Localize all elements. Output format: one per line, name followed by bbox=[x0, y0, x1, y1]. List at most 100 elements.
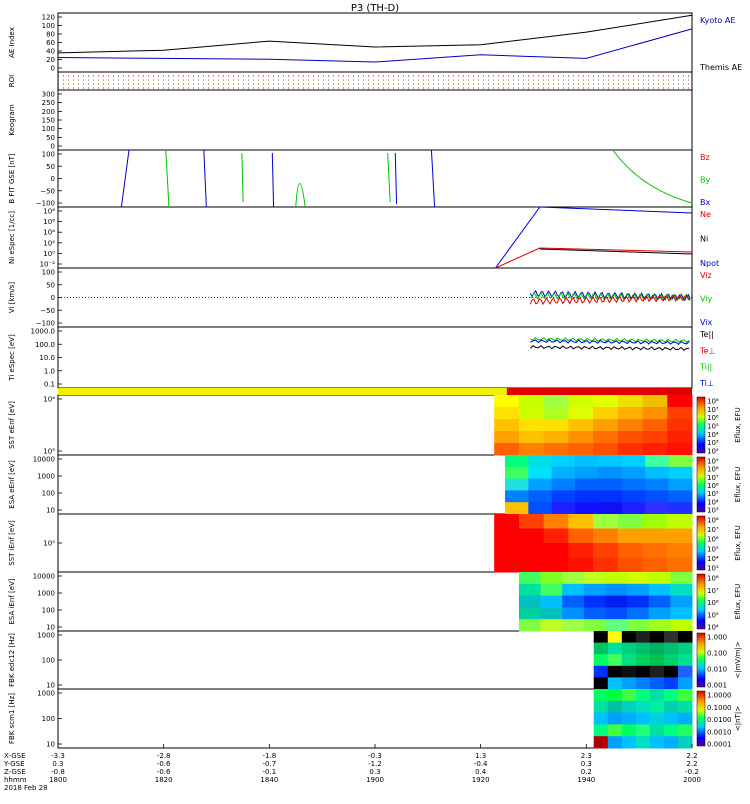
esa-i-cell bbox=[670, 619, 693, 632]
esa-i-cell bbox=[540, 607, 563, 620]
sst-e-cell bbox=[518, 431, 545, 444]
sst-e-cell bbox=[494, 431, 520, 444]
ytick-fbk2: 100 bbox=[42, 715, 55, 723]
sst-e-cell bbox=[667, 407, 693, 420]
colorbar-tick-sst_i: 10⁶ bbox=[707, 536, 719, 544]
ytick-ti: 1000.0 bbox=[31, 328, 56, 336]
fbk-scm-cell bbox=[607, 712, 623, 725]
esa-i-cell bbox=[562, 595, 585, 608]
sst-i-cell bbox=[494, 543, 520, 558]
esa-e-cell bbox=[575, 490, 599, 503]
esa-i-cell bbox=[583, 583, 606, 597]
fbk-edc-cell bbox=[621, 642, 637, 655]
colorbar-tick-sst_e: 10⁶ bbox=[707, 414, 719, 422]
ytick-bfit: −100 bbox=[36, 200, 55, 208]
sst-e-cell bbox=[543, 407, 569, 420]
esa-e-cell bbox=[598, 478, 623, 491]
ytick-esa_i: 1000 bbox=[37, 590, 55, 598]
sst-i-cell bbox=[667, 557, 693, 573]
ae-series-1 bbox=[57, 14, 693, 54]
esa-i-cell bbox=[562, 619, 585, 632]
ylabel-roi: ROI bbox=[8, 75, 16, 87]
fbk-edc-cell bbox=[621, 631, 637, 644]
colorbar-tick-fbk1: 1.000 bbox=[707, 634, 727, 642]
ytick-vi: −100 bbox=[36, 320, 55, 328]
esa-e-cell bbox=[668, 455, 693, 468]
sst-i-cell bbox=[543, 514, 569, 529]
xtick-label-z: -0.8 bbox=[51, 768, 65, 776]
fbk-scm-cell bbox=[649, 689, 665, 702]
esa-i-cell bbox=[518, 607, 542, 620]
xtick-label-x: -3.3 bbox=[51, 752, 65, 760]
esa-e-cell bbox=[504, 466, 529, 480]
xtick-label-z: -0.1 bbox=[262, 768, 276, 776]
sst-e-cell bbox=[642, 443, 668, 456]
esa-i-cell bbox=[605, 619, 628, 632]
fbk-scm-cell bbox=[593, 724, 609, 737]
ytick-ni: 10² bbox=[43, 239, 55, 247]
xtick-label-y: -1.2 bbox=[368, 760, 382, 768]
esa-i-cell bbox=[648, 583, 671, 597]
esa-e-cell bbox=[504, 502, 529, 515]
esa-e-cell bbox=[528, 478, 553, 491]
colorbar-tick-sst_i: 10⁵ bbox=[707, 545, 719, 553]
ytick-ti: 1.0 bbox=[44, 367, 55, 375]
colorbar-sst_i bbox=[696, 515, 706, 571]
fbk-edc-cell bbox=[677, 665, 693, 678]
colorbar-tick-fbk2: 0.0001 bbox=[707, 741, 732, 749]
xtick-label-t: 1920 bbox=[472, 776, 490, 784]
ytick-fbk1: 1000 bbox=[37, 632, 55, 640]
colorbar-tick-sst_i: 10⁸ bbox=[707, 517, 719, 525]
colorbar-tick-esa_i: 10⁴ bbox=[707, 624, 719, 632]
panel-frame-ni bbox=[57, 206, 693, 269]
esa-i-cell bbox=[518, 572, 542, 585]
xaxis-row-label: X-GSE bbox=[4, 752, 26, 760]
sst-e-cell bbox=[543, 419, 569, 432]
panel-frame-bfit bbox=[57, 149, 693, 208]
sst-i-cell bbox=[568, 514, 594, 529]
panel-frame-keogram bbox=[57, 89, 693, 151]
legend-ti-0: Te|| bbox=[699, 330, 714, 339]
colorbar-tick-fbk1: 0.100 bbox=[707, 650, 727, 658]
esa-e-cell bbox=[528, 466, 553, 480]
colorbar-tick-fbk1: 0.010 bbox=[707, 666, 727, 674]
sst-i-cell bbox=[667, 543, 693, 558]
colorbar-esa_i bbox=[696, 573, 706, 630]
fbk-scm-cell bbox=[663, 712, 679, 725]
legend-ni-0: Ne bbox=[700, 210, 711, 219]
plot-title: P3 (TH-D) bbox=[351, 3, 399, 14]
sst-e-cell bbox=[642, 407, 668, 420]
ytick-vi: 100 bbox=[42, 269, 55, 277]
sst-e-cell bbox=[518, 443, 545, 456]
xtick-label-y: 0.3 bbox=[581, 760, 592, 768]
sst-e-cell bbox=[667, 443, 693, 456]
fbk-edc-cell bbox=[663, 677, 679, 690]
esa-i-cell bbox=[627, 619, 650, 632]
sst-e-cell bbox=[494, 443, 520, 456]
colorbar-tick-esa_e: 10⁸ bbox=[707, 466, 719, 474]
ytick-ni: 10⁶ bbox=[43, 218, 55, 226]
ytick-ti: 0.1 bbox=[44, 381, 55, 389]
esa-i-cell bbox=[627, 583, 650, 597]
fbk-scm-cell bbox=[649, 724, 665, 737]
ytick-bfit: 0 bbox=[51, 175, 55, 183]
sst-i-cell bbox=[543, 543, 569, 558]
xtick-label-x: 2.2 bbox=[686, 752, 697, 760]
sst-i-cell bbox=[667, 514, 693, 529]
legend-bfit-1: By bbox=[700, 176, 710, 185]
ylabel-fbk2: FBK scm1 [Hz] bbox=[8, 693, 16, 744]
legend-vi-1: Viy bbox=[700, 295, 713, 304]
legend-ae-0: Kyoto AE bbox=[700, 16, 735, 25]
ytick-ae: 0 bbox=[51, 65, 55, 73]
ti-trace-1 bbox=[530, 339, 690, 345]
date-label: 2018 Feb 28 bbox=[4, 784, 48, 792]
esa-e-cell bbox=[551, 466, 576, 480]
esa-i-cell bbox=[648, 619, 671, 632]
fbk-edc-cell bbox=[593, 654, 609, 667]
sst-e-cell bbox=[617, 419, 644, 432]
bfit-trace-4 bbox=[271, 152, 275, 208]
esa-i-cell bbox=[670, 583, 693, 597]
esa-i-cell bbox=[540, 619, 563, 632]
xtick-label-x: 2.3 bbox=[581, 752, 592, 760]
